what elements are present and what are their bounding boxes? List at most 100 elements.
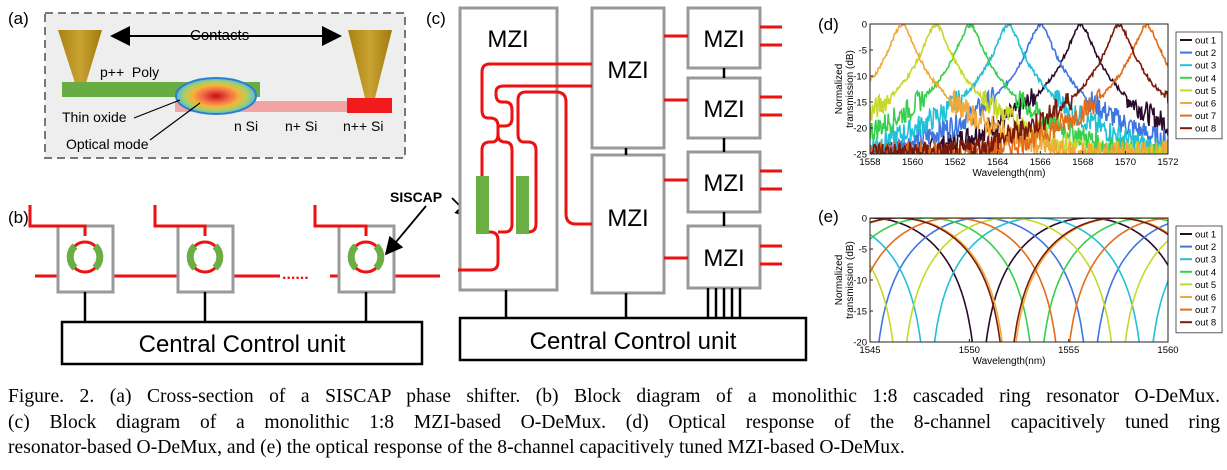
optical-mode xyxy=(176,78,256,114)
control-wires xyxy=(504,68,742,318)
panel-c-label: (c) xyxy=(426,9,446,28)
chart-d-frame xyxy=(869,23,1169,155)
chart-e-legend-label: out 3 xyxy=(1195,255,1216,266)
chart-d-legend-label: out 8 xyxy=(1195,124,1216,135)
optical-mode-ring xyxy=(175,77,257,115)
panel-b: (b) ...... xyxy=(8,189,474,366)
panel-b-label: (b) xyxy=(8,208,29,227)
chart-d-legend-label: out 6 xyxy=(1195,99,1216,110)
ring-unit-2 xyxy=(153,205,235,322)
chart-d-ytick: -20 xyxy=(853,124,867,135)
chart-d-ytick: -25 xyxy=(853,150,867,161)
central-control-c-label: Central Control unit xyxy=(530,328,737,355)
chart-e-legend-label: out 2 xyxy=(1195,242,1216,253)
chart-e-ytick: -15 xyxy=(853,307,867,318)
chart-d-xtick: 1560 xyxy=(902,157,923,168)
mzi-stage-3d-label: MZI xyxy=(703,245,744,272)
chart-e-ytick: -20 xyxy=(853,338,867,349)
chart-e-legend-label: out 6 xyxy=(1195,293,1216,304)
chart-d-legend-label: out 1 xyxy=(1195,36,1216,47)
npp-si-label: n++ Si xyxy=(343,118,383,134)
chart-d-xtick: 1562 xyxy=(945,157,966,168)
chart-e-legend-label: out 1 xyxy=(1195,230,1216,241)
chart-e-series xyxy=(870,218,1168,342)
panel-a-label: (a) xyxy=(8,9,29,28)
chart-d-legend-label: out 2 xyxy=(1195,48,1216,59)
chart-d-legend-label: out 5 xyxy=(1195,86,1216,97)
ring-unit-3 xyxy=(313,205,396,322)
siscap-shifter-2 xyxy=(516,176,529,234)
mzi-stage-2a-label: MZI xyxy=(607,57,648,84)
figure-caption: Figure. 2. (a) Cross-section of a SISCAP… xyxy=(8,384,1220,461)
figure: (a) Contacts p++ Poly Thin oxide n Si n+… xyxy=(8,6,1223,367)
chart-e-panel-label: (e) xyxy=(818,207,839,226)
panel-c: (c) MZI MZI MZI MZI MZI MZI MZI xyxy=(426,6,808,362)
chart-d-ytick: 0 xyxy=(862,20,867,31)
chart-e-legend-label: out 7 xyxy=(1195,305,1216,316)
nsi-layer xyxy=(175,101,355,112)
n-si-label: n Si xyxy=(234,118,258,134)
caption-line-2: (c) Block diagram of a monolithic 1:8 MZ… xyxy=(8,411,1220,433)
thin-oxide-pointer xyxy=(133,99,181,119)
mzi-stage-1-label: MZI xyxy=(487,26,528,53)
chart-d: (d) 1558 1560 1562 1564 1566 1568 1570 1572 0 -5 -1… xyxy=(818,15,1223,179)
chart-d-line-1 xyxy=(870,24,1168,154)
np-si-label: n+ Si xyxy=(285,118,317,134)
chart-e-legend xyxy=(1175,225,1223,334)
chart-e-xtick: 1555 xyxy=(1058,345,1079,356)
chart-d-xtick: 1570 xyxy=(1115,157,1136,168)
chart-d-legend xyxy=(1175,31,1223,140)
chart-d-line-6 xyxy=(870,24,1168,154)
chart-e-line-8 xyxy=(870,218,1168,342)
central-control-c xyxy=(458,316,808,362)
mzi-stage-2a xyxy=(590,6,666,150)
chart-d-legend-label: out 3 xyxy=(1195,61,1216,72)
mzi-waveguides xyxy=(458,62,592,272)
chart-e-xtick: 1545 xyxy=(859,345,880,356)
contacts-label: Contacts xyxy=(190,27,249,44)
chart-e-legend-label: out 4 xyxy=(1195,267,1216,278)
chart-e-ytick: -10 xyxy=(853,276,867,287)
chart-d-ylabel-1: Normalized xyxy=(834,64,845,115)
chart-d-ytick: -15 xyxy=(853,98,867,109)
chart-e: (e) 1545 1550 1555 1560 0 -5 -10 -15 -20 Wavelengt… xyxy=(818,207,1223,367)
mzi-stage-2b-label: MZI xyxy=(607,205,648,232)
panel-a: (a) Contacts p++ Poly Thin oxide n Si n+… xyxy=(8,9,406,159)
mzi-stage-3b-label: MZI xyxy=(703,96,744,123)
optical-mode-label: Optical mode xyxy=(66,136,149,152)
chart-d-panel-label: (d) xyxy=(818,15,839,34)
chart-d-xtick: 1572 xyxy=(1157,157,1178,168)
chart-d-ytick: -10 xyxy=(853,72,867,83)
chart-e-line-3 xyxy=(870,218,1168,342)
mzi-stage-3a-label: MZI xyxy=(703,26,744,53)
caption-line-3: resonator-based O-DeMux, and (e) the opt… xyxy=(8,437,905,458)
siscap-shifter-1 xyxy=(476,176,489,234)
chart-e-ytick: 0 xyxy=(862,214,867,225)
optical-mode-pointer xyxy=(149,102,201,141)
central-control-b-label: Central Control unit xyxy=(139,331,346,358)
chart-e-legend-label: out 8 xyxy=(1195,318,1216,329)
siscap-label: SISCAP xyxy=(390,189,442,205)
right-contact xyxy=(348,30,392,98)
chart-e-xtick: 1560 xyxy=(1157,345,1178,356)
ring-dots: ...... xyxy=(282,266,309,283)
poly-label: p++ Poly xyxy=(100,64,159,80)
chart-d-line-8 xyxy=(870,24,1168,154)
chart-d-xtick: 1564 xyxy=(987,157,1008,168)
chart-e-line-6 xyxy=(870,218,1168,342)
siscap-arrow-ring xyxy=(384,205,427,256)
caption-line-1: Figure. 2. (a) Cross-section of a SISCAP… xyxy=(8,386,1220,407)
chart-d-xtick: 1566 xyxy=(1030,157,1051,168)
ring-unit-1 xyxy=(28,205,115,322)
chart-d-xtick: 1558 xyxy=(859,157,880,168)
chart-d-ytick: -5 xyxy=(859,46,867,57)
left-contact xyxy=(58,30,102,83)
chart-d-legend-label: out 4 xyxy=(1195,73,1216,84)
chart-e-ylabel-2: transmission (dB) xyxy=(845,241,856,319)
mzi-stage-2b xyxy=(590,153,666,295)
stage-connections xyxy=(664,25,782,266)
chart-d-xtick: 1568 xyxy=(1072,157,1093,168)
thin-oxide-label: Thin oxide xyxy=(62,109,127,125)
chart-e-line-7 xyxy=(870,218,1168,342)
chart-e-xlabel: Wavelength(nm) xyxy=(973,356,1046,367)
